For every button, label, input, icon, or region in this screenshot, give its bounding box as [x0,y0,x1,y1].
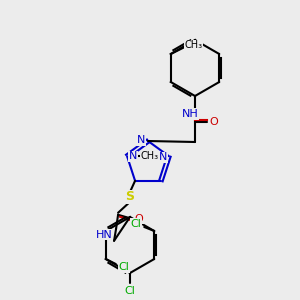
Text: Cl: Cl [124,286,135,296]
Text: CH₃: CH₃ [140,151,158,161]
Text: S: S [126,190,135,203]
Text: N: N [129,151,137,161]
Text: O: O [210,117,218,127]
Text: Cl: Cl [131,219,142,229]
Text: NH: NH [182,109,198,119]
Text: O: O [135,214,143,224]
Text: HN: HN [96,230,112,240]
Text: N: N [137,135,145,145]
Text: Cl: Cl [118,262,129,272]
Text: CH₃: CH₃ [185,40,203,50]
Text: N: N [159,152,167,162]
